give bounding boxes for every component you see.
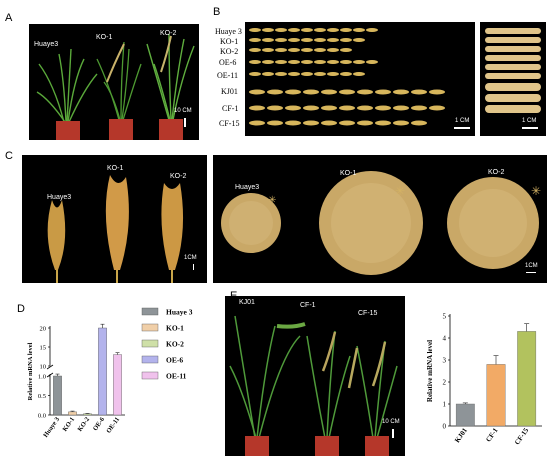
plant-label-ko2: KO-2 <box>160 30 177 37</box>
tick-label-d-upper: 15 <box>40 345 47 352</box>
tick-label-e: 5 <box>443 313 447 321</box>
tick-label-d-upper: 10 <box>40 364 47 371</box>
rice-plants-e-illustration <box>229 315 398 456</box>
panel-b-grains-photo: 1 CM <box>245 22 475 136</box>
legend-swatch-d <box>141 307 159 316</box>
plant-label-cf15: CF-15 <box>358 310 378 317</box>
tick-label-d-lower: 1.0 <box>38 374 46 381</box>
scale-label-b-right: 1 CM <box>522 118 537 124</box>
plant-label-kj01: KJ01 <box>239 299 255 306</box>
scale-bar-b-left <box>454 127 470 129</box>
panicle-label-huaye3: Huaye3 <box>47 194 72 201</box>
category-label-e: CF-15 <box>513 426 531 446</box>
category-label-d: OE-6 <box>92 416 107 433</box>
category-label-e: CF-1 <box>484 426 500 443</box>
chart-d-mrna-bar: 0.0 0.5 1.0 10 15 20 Relative mRNA level Huaye … <box>27 307 193 439</box>
row-label-huaye3: Huaye 3 <box>215 27 242 36</box>
tick-label-e: 3 <box>443 357 447 365</box>
scale-bar-b-right <box>522 127 538 129</box>
tick-label-e: 2 <box>443 379 447 387</box>
axis-label-d-y: Relative mRNA level <box>27 342 34 400</box>
scale-label-c-right: 1CM <box>525 263 538 269</box>
plant-label-ko1: KO-1 <box>96 34 113 41</box>
scale-bar-a <box>184 118 186 127</box>
legend-swatch-d <box>141 371 159 380</box>
legend-label-d: OE-11 <box>166 372 187 381</box>
row-label-cf1: CF-1 <box>222 104 239 113</box>
bar-d <box>53 375 62 416</box>
row-label-oe6: OE-6 <box>219 58 237 67</box>
svg-text:✳: ✳ <box>531 184 541 198</box>
plant-label-cf1: CF-1 <box>300 302 316 309</box>
svg-text:✳: ✳ <box>395 184 405 198</box>
legend-label-d: Huaye 3 <box>166 308 193 317</box>
panel-a-photo: Huaye3 KO-1 KO-2 10 CM <box>29 24 199 140</box>
scale-bar-c-left <box>193 264 194 270</box>
tick-label-e: 4 <box>443 335 447 343</box>
panel-d-label: D <box>17 303 25 315</box>
panicles-illustration <box>47 175 184 283</box>
category-label-e: KJ01 <box>453 426 469 444</box>
scale-bar-e <box>392 429 394 438</box>
category-label-d: OE-11 <box>105 416 121 435</box>
bar-d <box>113 354 122 416</box>
panel-b-grains-closeup: 1 CM <box>480 22 546 136</box>
panel-c-label: C <box>5 150 13 162</box>
tick-label-d-upper: 20 <box>40 326 47 333</box>
row-label-oe11: OE-11 <box>217 71 239 80</box>
category-label-d: KO-1 <box>61 416 76 433</box>
legend-swatch-d <box>141 323 159 332</box>
rice-plants-a-illustration <box>36 33 195 140</box>
tick-label-e: 1 <box>443 401 447 409</box>
pile-label-huaye3: Huaye3 <box>235 184 260 191</box>
legend-swatch-d <box>141 355 159 364</box>
pile-label-ko2: KO-2 <box>488 169 505 176</box>
plant-label-huaye3: Huaye3 <box>34 41 59 48</box>
panel-c-panicles-photo: Huaye3 KO-1 KO-2 1CM <box>22 155 207 283</box>
bar-d <box>68 411 77 416</box>
bar-e <box>486 364 506 427</box>
scale-label-a: 10 CM <box>174 108 192 114</box>
panicle-label-ko1: KO-1 <box>107 165 124 172</box>
scale-label-b-left: 1 CM <box>455 118 470 124</box>
scale-label-e: 10 CM <box>382 419 400 425</box>
legend-label-d: KO-1 <box>166 324 184 333</box>
tick-label-d-lower: 0.5 <box>38 393 46 400</box>
bar-d <box>83 413 92 416</box>
row-label-ko1: KO-1 <box>220 37 239 46</box>
legend-label-d: OE-6 <box>166 356 183 365</box>
panel-e-plants-photo: KJ01 CF-1 CF-15 10 CM <box>225 296 405 456</box>
panel-c-seed-piles-photo: ✳ ✳ ✳ Huaye3 KO-1 KO-2 1CM <box>213 155 547 283</box>
svg-text:✳: ✳ <box>268 195 276 206</box>
panel-b-label: B <box>213 6 221 18</box>
legend-label-d: KO-2 <box>166 340 184 349</box>
panel-a-label: A <box>5 12 13 24</box>
row-label-kj01: KJ01 <box>221 87 238 96</box>
panicle-label-ko2: KO-2 <box>170 173 187 180</box>
grain-closeup-illustration <box>485 28 541 113</box>
pile-label-ko1: KO-1 <box>340 170 357 177</box>
axis-d-break-mark <box>46 364 54 370</box>
scale-bar-c-right <box>526 272 536 273</box>
tick-label-e: 0 <box>443 423 447 431</box>
grain-rows-illustration <box>249 28 445 126</box>
row-label-ko2: KO-2 <box>220 47 239 56</box>
bar-e <box>517 331 537 427</box>
tick-label-d-lower: 0.0 <box>38 413 46 420</box>
chart-e-mrna-bar: 0 1 2 3 4 5 Relative mRNA level KJ01 CF-1 CF-15 <box>426 313 542 446</box>
axis-label-e-y: Relative mRNA level <box>426 340 434 402</box>
seed-piles-illustration: ✳ ✳ ✳ <box>221 171 541 275</box>
row-label-cf15: CF-15 <box>219 119 240 128</box>
scale-label-c-left: 1CM <box>184 255 197 261</box>
bar-e <box>455 403 475 427</box>
bar-d <box>98 327 107 416</box>
legend-swatch-d <box>141 339 159 348</box>
category-label-d: KO-2 <box>76 416 91 433</box>
